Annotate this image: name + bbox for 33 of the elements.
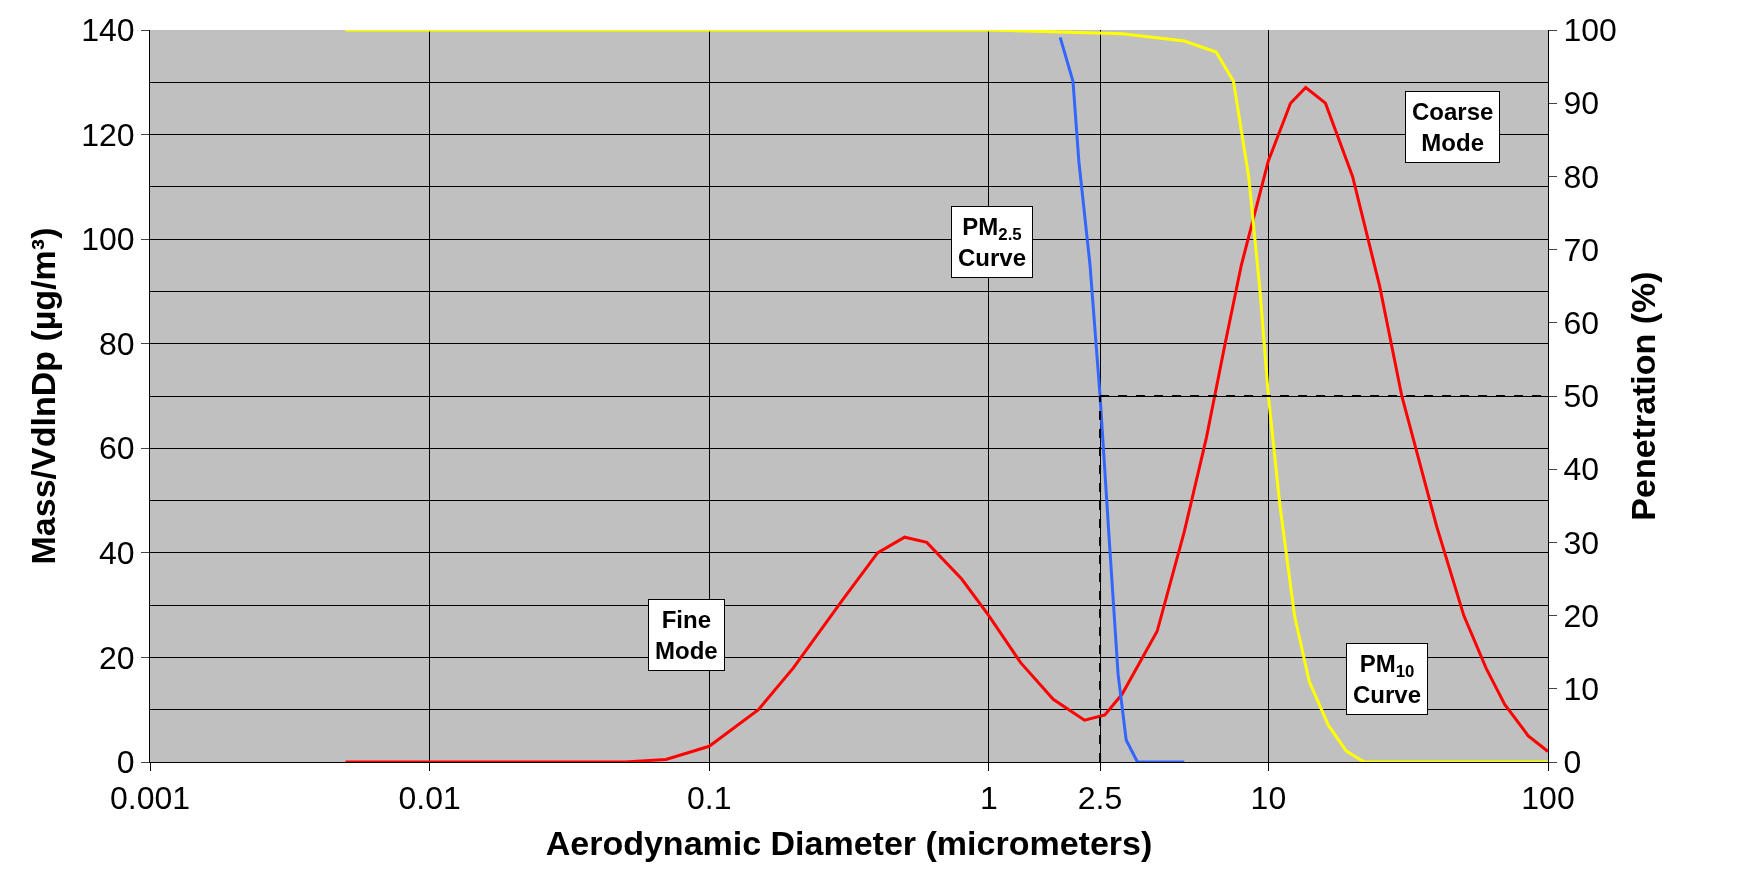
y2-tick-label: 80 <box>1563 158 1599 195</box>
x-tick-label: 0.1 <box>686 780 732 817</box>
y2-tick-label: 50 <box>1563 378 1599 415</box>
annotation: PM$_{10}$ Curve <box>1353 650 1422 709</box>
y2-tick-label: 60 <box>1563 305 1599 341</box>
x-axis-title: Aerodynamic Diameter (micrometers) <box>545 823 1153 862</box>
y2-tick-label: 100 <box>1563 12 1617 49</box>
y-tick-label: 120 <box>81 116 135 153</box>
y2-tick-label: 40 <box>1563 451 1599 488</box>
y2-axis-title: Penetration (%) <box>1624 271 1663 521</box>
annotation: PM$_{2.5}$ Curve <box>958 213 1027 272</box>
x-tick-label: 0.001 <box>109 780 191 817</box>
y-tick-label: 140 <box>81 12 135 49</box>
x-tick-label: 100 <box>1521 780 1575 817</box>
y2-tick-label: 30 <box>1563 524 1599 561</box>
y2-tick-label: 20 <box>1563 597 1599 634</box>
y-axis-title: Mass/VdlnDp (µg/m³) <box>23 227 62 565</box>
annotation: Coarse Mode <box>1412 98 1494 157</box>
x-tick-label: 2.5 <box>1077 780 1123 817</box>
x-tick-label: 10 <box>1250 780 1287 817</box>
y-tick-label: 100 <box>81 221 135 258</box>
y2-tick-label: 10 <box>1563 671 1599 707</box>
y-tick-label: 80 <box>99 325 135 362</box>
y2-tick-label: 0 <box>1563 744 1582 781</box>
y-tick-label: 20 <box>99 639 135 676</box>
x-tick-label: 1 <box>979 780 998 817</box>
y2-tick-label: 90 <box>1563 85 1599 122</box>
annotation: Fine Mode <box>655 606 718 665</box>
y2-tick-label: 70 <box>1563 231 1599 268</box>
y-tick-label: 60 <box>99 430 135 467</box>
x-tick-label: 0.01 <box>398 780 461 817</box>
y-tick-label: 40 <box>99 535 135 572</box>
y-tick-label: 0 <box>116 744 135 781</box>
